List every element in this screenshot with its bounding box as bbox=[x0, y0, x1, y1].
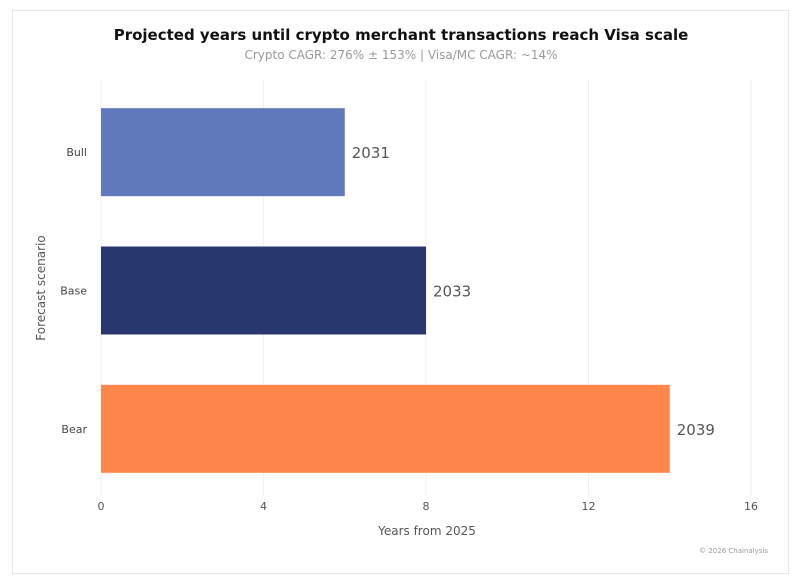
x-axis-label: Years from 2025 bbox=[377, 524, 476, 538]
y-axis-label: Forecast scenario bbox=[34, 235, 48, 340]
y-tick-label: Base bbox=[60, 285, 87, 298]
x-tick-label: 16 bbox=[744, 500, 758, 513]
bar-base bbox=[101, 246, 426, 335]
x-tick-label: 0 bbox=[98, 500, 105, 513]
x-tick-label: 12 bbox=[582, 500, 596, 513]
chart-subtitle: Crypto CAGR: 276% ± 153% | Visa/MC CAGR:… bbox=[244, 48, 558, 62]
y-tick-label: Bull bbox=[66, 146, 87, 159]
bar-bull bbox=[101, 108, 345, 197]
data-label: 2033 bbox=[433, 283, 471, 301]
credit: © 2026 Chainalysis bbox=[699, 547, 768, 555]
x-tick-label: 8 bbox=[423, 500, 430, 513]
x-tick-label: 4 bbox=[260, 500, 267, 513]
y-tick-label: Bear bbox=[61, 423, 87, 436]
data-label: 2039 bbox=[677, 421, 715, 439]
chart-title: Projected years until crypto merchant tr… bbox=[113, 26, 689, 44]
data-label: 2031 bbox=[352, 144, 390, 162]
bar-bear bbox=[101, 384, 670, 473]
